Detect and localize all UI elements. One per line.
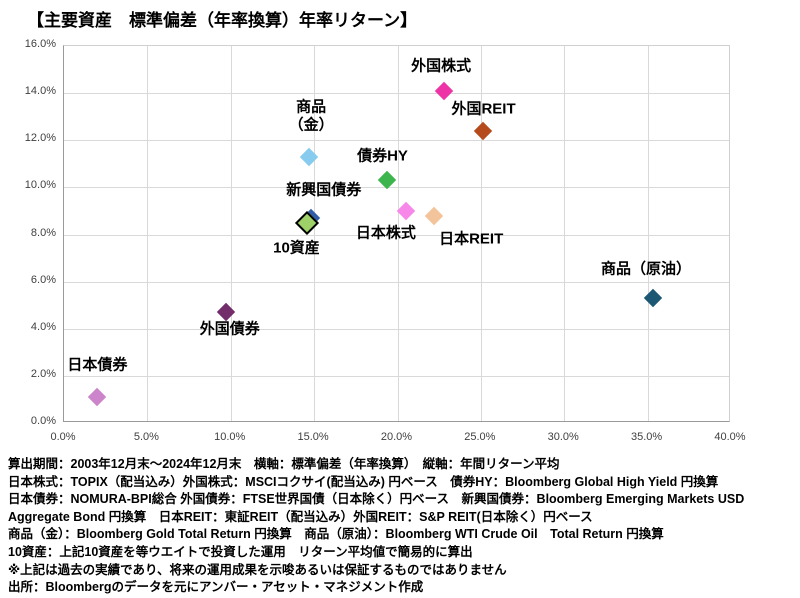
scatter-marker-外国債券 (216, 303, 235, 322)
y-tick-label: 16.0% (24, 38, 56, 50)
scatter-marker-外国REIT (473, 121, 492, 141)
y-tick-label: 0.0% (30, 415, 56, 427)
x-tick-label: 10.0% (214, 431, 246, 443)
footnote-line: 算出期間：2003年12月末～2024年12月末 横軸：標準偏差（年率換算） 縦… (8, 457, 560, 471)
x-tick-label: 5.0% (133, 431, 159, 443)
y-tick-label: 10.0% (24, 179, 56, 192)
y-tick-label: 6.0% (30, 273, 56, 286)
point-label-日本REIT: 日本REIT (439, 230, 504, 248)
point-label-日本債券: 日本債券 (67, 356, 128, 374)
gridline-vertical (480, 46, 482, 421)
gridline-vertical (564, 46, 566, 421)
point-label-10資産: 10資産 (273, 239, 320, 257)
footnote-line: 日本株式：TOPIX（配当込み）外国株式：MSCIコクサイ(配当込み) 円ベース… (8, 474, 719, 489)
scatter-marker-日本債券 (88, 387, 107, 407)
y-tick-label: 8.0% (30, 226, 56, 239)
gridline-vertical (230, 46, 232, 421)
footnote-line: 出所：Bloombergのデータを元にアンバー・アセット・マネジメント作成 (8, 580, 424, 595)
gridline-horizontal (64, 375, 729, 377)
y-tick-label: 2.0% (30, 367, 56, 380)
point-label-外国債券: 外国債券 (199, 320, 260, 338)
gridline-vertical (647, 46, 649, 421)
x-tick-label: 15.0% (297, 431, 329, 443)
scatter-marker-日本REIT (424, 206, 444, 225)
x-tick-label: 35.0% (631, 431, 663, 443)
scatter-marker-商品（金） (299, 147, 319, 166)
gridline-horizontal (64, 187, 729, 189)
scatter-marker-商品（原油） (643, 288, 662, 308)
scatter-marker-外国株式 (434, 81, 454, 100)
point-label-商品（原油）: 商品（原油） (600, 260, 691, 278)
footnote-line: 日本債券：NOMURA-BPI総合 外国債券：FTSE世界国債（日本除く）円ベー… (8, 492, 745, 507)
gridline-vertical (314, 46, 316, 421)
footnote-line: Aggregate Bond 円換算 日本REIT：東証REIT（配当込み）外国… (8, 509, 593, 524)
footnotes: 算出期間：2003年12月末～2024年12月末 横軸：標準偏差（年率換算） 縦… (8, 456, 796, 597)
gridline-horizontal (64, 234, 729, 236)
y-tick-label: 4.0% (30, 320, 56, 333)
point-label-外国株式: 外国株式 (411, 57, 472, 75)
plot-area: 日本債券 外国債券 商品 （金） 新興国債券 10資産 債券HY 日本株式 日本REIT 外国株… (63, 45, 730, 422)
gridline-horizontal (64, 281, 729, 283)
point-label-日本株式: 日本株式 (355, 224, 416, 242)
footnote-line: ※上記は過去の実績であり、将来の運用成果を示唆あるいは保証するものではありません (8, 562, 507, 577)
gridline-horizontal (64, 140, 729, 142)
scatter-marker-日本株式 (396, 201, 416, 221)
point-label-債券HY: 債券HY (357, 147, 408, 165)
y-tick-label: 14.0% (24, 85, 56, 98)
x-tick-label: 20.0% (380, 431, 413, 443)
point-label-外国REIT: 外国REIT (451, 100, 516, 118)
footnote-line: 商品（金）：Bloomberg Gold Total Return 円換算 商品… (8, 527, 664, 542)
gridline-vertical (397, 46, 399, 421)
point-label-商品（金）: 商品 （金） (288, 97, 334, 134)
point-label-新興国債券: 新興国債券 (286, 181, 362, 199)
chart-title: 【主要資産 標準偏差（年率換算）年率リターン】 (27, 11, 418, 30)
y-tick-label: 12.0% (24, 132, 56, 145)
gridline-vertical (147, 46, 149, 421)
footnote-line: 10資産：上記10資産を等ウエイトで投資した運用 リターン平均値で簡易的に算出 (8, 544, 473, 559)
x-tick-label: 30.0% (547, 431, 579, 443)
x-tick-label: 40.0% (714, 431, 746, 443)
gridline-horizontal (64, 328, 729, 330)
x-tick-label: 0.0% (50, 431, 76, 443)
gridline-horizontal (64, 93, 729, 95)
x-tick-label: 25.0% (464, 431, 496, 443)
